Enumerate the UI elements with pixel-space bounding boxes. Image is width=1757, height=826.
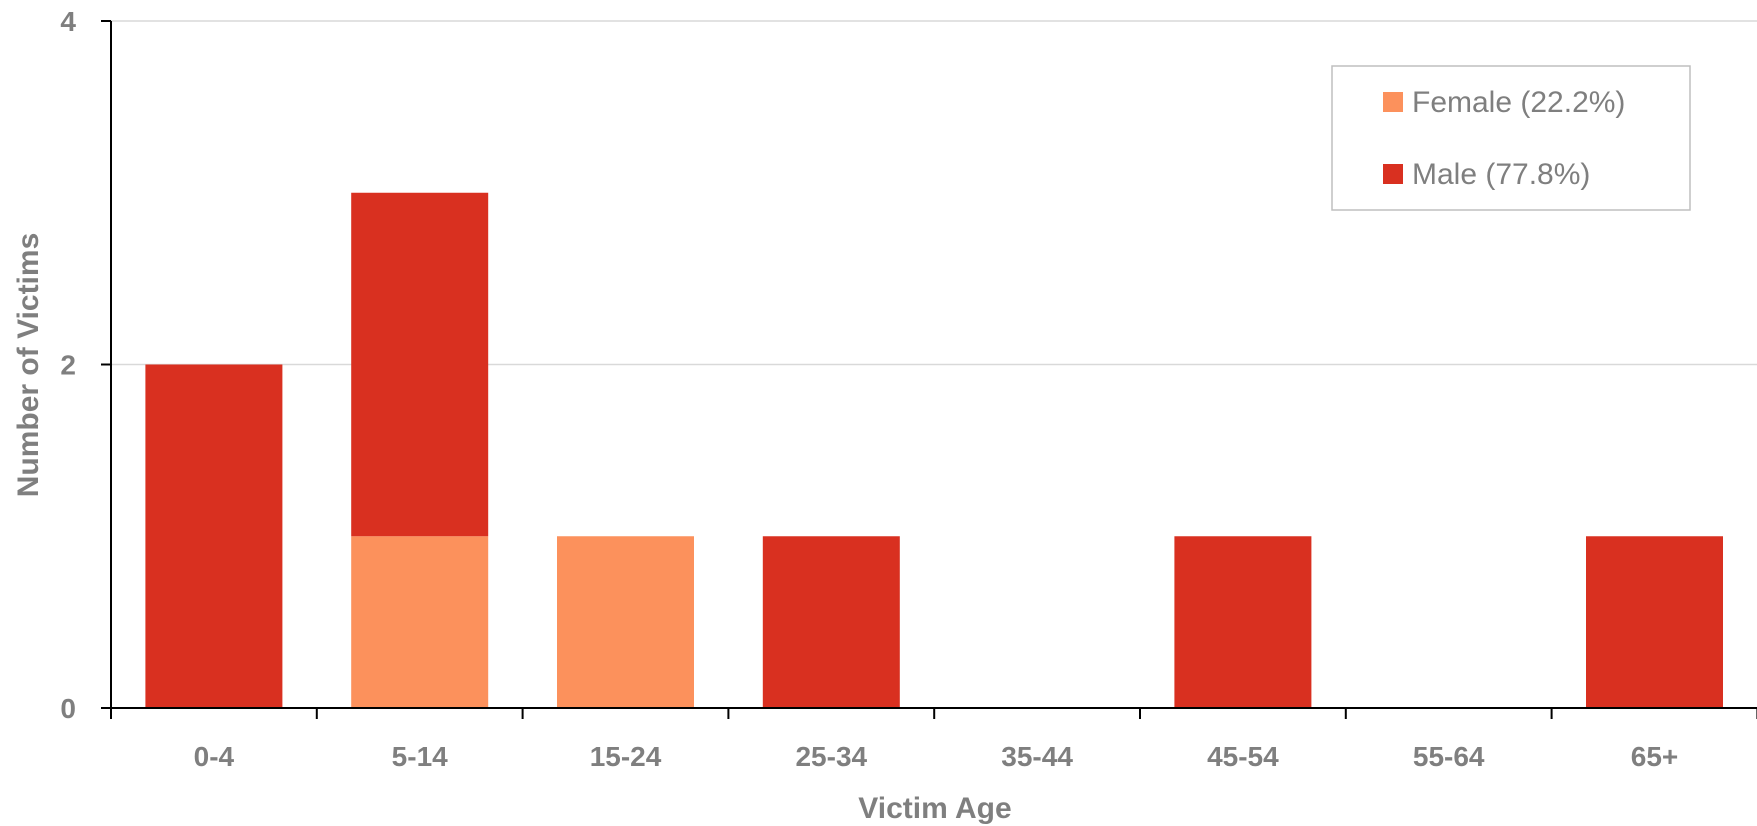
bar-female-5-14 [351,536,489,708]
legend: Female (22.2%) Male (77.8%) [1331,65,1691,211]
legend-label-male: Male (77.8%) [1412,158,1590,191]
y-tick-label: 0 [60,693,76,724]
bar-male-25-34 [762,536,900,708]
bar-male-0-4 [145,364,283,708]
x-tick-label: 5-14 [392,741,448,772]
x-axis-title: Victim Age [858,792,1011,825]
x-tick-label: 25-34 [795,741,867,772]
legend-box [1331,65,1691,211]
x-tick-label: 65+ [1631,741,1679,772]
bar-male-65+ [1586,536,1723,708]
y-tick-label: 2 [60,350,76,381]
bar-male-5-14 [351,192,489,537]
legend-swatch-male [1383,164,1403,184]
x-tick-label: 0-4 [194,741,235,772]
bar-female-15-24 [557,536,694,708]
x-tick-label: 55-64 [1413,741,1485,772]
legend-swatch-female [1383,92,1403,112]
bars [145,192,1723,708]
x-tick-label: 45-54 [1207,741,1279,772]
axes [101,20,1757,719]
bar-male-45-54 [1174,536,1312,708]
x-tick-labels: 0-4 5-14 15-24 25-34 35-44 45-54 55-64 65+ [194,741,1679,772]
legend-label-female: Female (22.2%) [1412,86,1625,119]
y-tick-label: 4 [60,6,76,37]
y-axis-title: Number of Victims [12,233,45,498]
x-tick-label: 15-24 [590,741,662,772]
y-tick-labels: 0 2 4 [60,6,76,724]
x-tick-label: 35-44 [1001,741,1073,772]
